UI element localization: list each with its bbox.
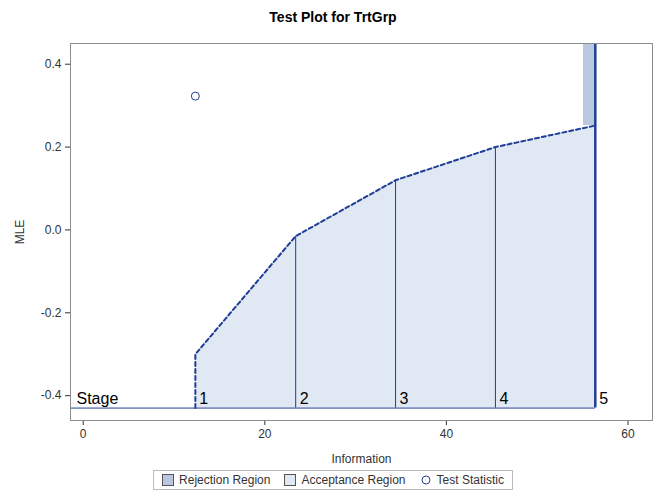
svg-text:40: 40 xyxy=(440,427,454,441)
svg-text:Information: Information xyxy=(331,452,391,466)
svg-text:0.0: 0.0 xyxy=(45,223,62,237)
svg-text:5: 5 xyxy=(599,390,608,407)
svg-text:4: 4 xyxy=(499,390,508,407)
svg-text:20: 20 xyxy=(258,427,272,441)
svg-text:-0.2: -0.2 xyxy=(41,306,62,320)
svg-text:0.2: 0.2 xyxy=(45,140,62,154)
svg-text:1: 1 xyxy=(199,390,208,407)
svg-text:Stage: Stage xyxy=(77,390,119,407)
svg-text:0: 0 xyxy=(80,427,87,441)
html-text:Test Statistic: Test Statistic xyxy=(436,473,504,487)
svg-text:0.4: 0.4 xyxy=(45,57,62,71)
svg-text:2: 2 xyxy=(300,390,309,407)
svg-text:-0.4: -0.4 xyxy=(41,388,62,402)
html-text:Test Plot for TrtGrp: Test Plot for TrtGrp xyxy=(269,9,397,25)
svg-text:3: 3 xyxy=(400,390,409,407)
svg-text:60: 60 xyxy=(621,427,635,441)
svg-text:MLE: MLE xyxy=(13,220,27,245)
html-text:Rejection Region: Rejection Region xyxy=(179,473,271,487)
html-text:Acceptance Region: Acceptance Region xyxy=(301,473,406,487)
